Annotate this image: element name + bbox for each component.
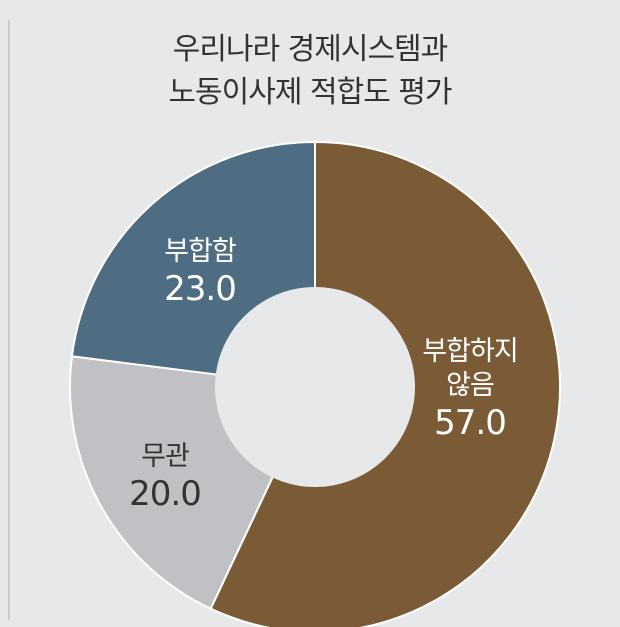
chart-title-line-2: 노동이사제 적합도 평가 bbox=[168, 75, 452, 110]
slice-labels: 부합하지 않음 57.0 무관 20.0 부합함 23.0 bbox=[129, 236, 519, 514]
slice-label-name: 부합하지 bbox=[422, 336, 517, 367]
donut-hole bbox=[215, 287, 415, 487]
chart-title: 우리나라 경제시스템과 노동이사제 적합도 평가 bbox=[0, 28, 620, 114]
slice-label-2: 부합함 23.0 bbox=[164, 236, 236, 309]
chart-title-line-1: 우리나라 경제시스템과 bbox=[172, 32, 449, 67]
slice-label-name: 않음 bbox=[446, 370, 494, 401]
left-divider-line bbox=[8, 20, 10, 620]
slice-label-0: 부합하지 않음 57.0 bbox=[422, 336, 517, 443]
slice-value-label: 23.0 bbox=[164, 269, 236, 309]
slice-value-label: 57.0 bbox=[434, 403, 506, 443]
slice-label-name: 무관 bbox=[141, 441, 189, 472]
slice-label-name: 부합함 bbox=[164, 236, 236, 267]
slice-label-1: 무관 20.0 bbox=[129, 441, 201, 514]
slice-value-label: 20.0 bbox=[129, 474, 201, 514]
